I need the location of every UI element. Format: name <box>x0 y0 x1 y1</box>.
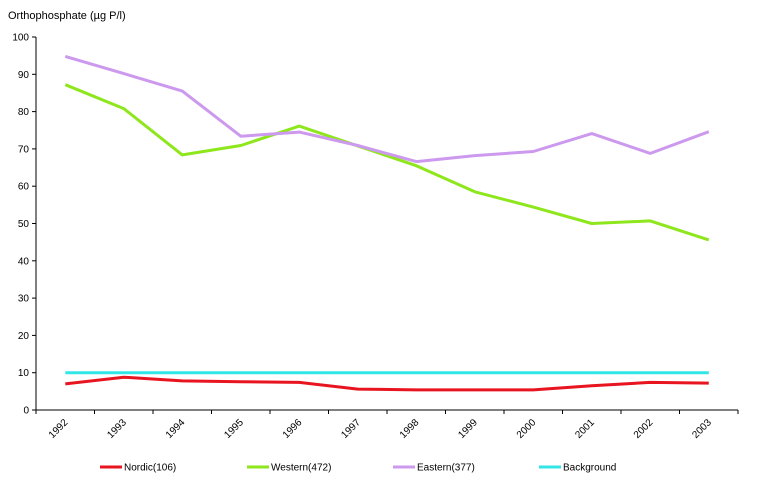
x-tick-label: 1998 <box>398 417 422 441</box>
x-tick-label: 1994 <box>164 417 188 441</box>
x-tick-label: 1993 <box>105 417 129 441</box>
legend-label: Nordic(106) <box>124 463 176 474</box>
y-tick-label: 80 <box>18 107 30 118</box>
series-line-2 <box>64 54 710 164</box>
x-tick-label: 1995 <box>222 417 246 441</box>
x-tick-label: 1996 <box>281 417 305 441</box>
axes <box>35 37 738 411</box>
y-tick-label: 50 <box>18 219 30 230</box>
x-ticks: 1992 1993 1994 1995 1996 1997 1998 1999 2000 2001… <box>35 410 739 441</box>
series-line-0 <box>65 375 709 392</box>
legend-label: Background <box>563 463 616 474</box>
y-ticks: 0 10 20 30 40 50 60 70 80 90 100 <box>12 33 36 417</box>
x-tick-label: 2003 <box>690 417 714 441</box>
series-line-1 <box>64 83 710 242</box>
y-tick-label: 40 <box>18 256 30 267</box>
y-tick-label: 100 <box>12 33 29 44</box>
x-tick-label: 1999 <box>456 417 480 441</box>
y-tick-label: 20 <box>18 331 30 342</box>
y-axis-title: Orthophosphate (µg P/l) <box>8 10 126 22</box>
y-tick-label: 0 <box>23 406 29 417</box>
y-tick-label: 70 <box>18 144 30 155</box>
legend-label: Eastern(377) <box>417 463 475 474</box>
x-tick-label: 2001 <box>573 417 597 441</box>
y-tick-label: 10 <box>18 368 30 379</box>
x-tick-label: 1997 <box>339 417 363 441</box>
series-lines <box>64 54 710 392</box>
legend: Nordic(106) Western(472) Eastern(377) Backg… <box>100 463 616 474</box>
y-tick-label: 60 <box>18 182 30 193</box>
y-tick-label: 30 <box>18 294 30 305</box>
x-tick-label: 1992 <box>47 417 71 441</box>
legend-label: Western(472) <box>271 463 331 474</box>
x-tick-label: 2000 <box>515 417 539 441</box>
y-tick-label: 90 <box>18 70 30 81</box>
x-tick-label: 2002 <box>632 417 656 441</box>
